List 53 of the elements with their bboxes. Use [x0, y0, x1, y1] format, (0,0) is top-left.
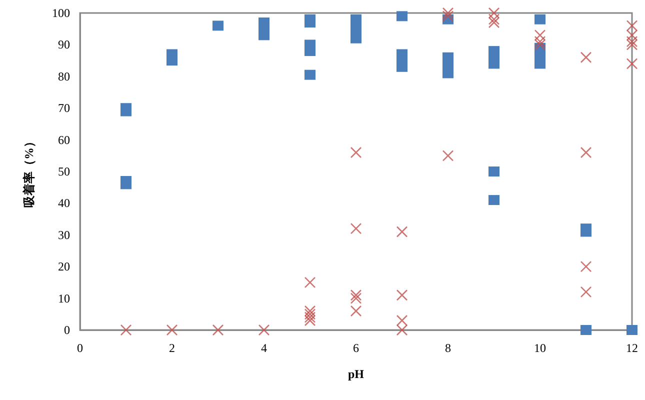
point	[626, 36, 638, 48]
y-tick-label: 30	[58, 228, 70, 242]
point	[350, 222, 362, 234]
x-tick-label: 4	[261, 341, 267, 355]
x-tick-label: 0	[77, 341, 83, 355]
point	[396, 11, 408, 22]
y-tick-label: 90	[58, 38, 70, 52]
x-tick-label: 8	[445, 341, 451, 355]
point	[580, 260, 592, 272]
point	[304, 312, 316, 323]
point	[350, 146, 362, 158]
point	[488, 14, 500, 25]
point	[166, 324, 178, 336]
point	[580, 325, 592, 335]
x-axis-title: pH	[348, 367, 365, 381]
y-tick-label: 40	[58, 196, 70, 210]
point	[212, 324, 224, 336]
point	[350, 289, 362, 301]
y-tick-label: 70	[58, 101, 70, 116]
point	[120, 324, 132, 336]
point	[534, 14, 546, 24]
point	[442, 10, 454, 22]
point	[304, 276, 316, 288]
y-axis-title: 吸着率（%）	[22, 136, 36, 208]
y-tick-label: 20	[58, 260, 70, 274]
point	[626, 325, 638, 335]
point	[442, 7, 454, 19]
x-tick-label: 2	[169, 341, 175, 355]
point	[258, 324, 270, 336]
point	[534, 36, 546, 48]
point	[488, 195, 500, 206]
x-tick-label: 10	[534, 341, 546, 355]
point	[396, 226, 408, 238]
point	[396, 289, 408, 301]
point	[580, 52, 592, 64]
y-tick-label: 50	[58, 164, 70, 178]
point	[580, 286, 592, 298]
point	[626, 58, 638, 70]
y-tick-label: 60	[58, 132, 70, 147]
point	[304, 308, 316, 320]
x-tick-label: 12	[626, 341, 638, 355]
point	[442, 68, 454, 78]
y-tick-label: 80	[58, 69, 70, 84]
point	[442, 150, 454, 162]
point	[488, 166, 500, 176]
point	[580, 146, 592, 158]
y-tick-label: 0	[64, 323, 70, 337]
point	[304, 70, 316, 80]
y-tick-label: 10	[58, 291, 70, 306]
point	[212, 20, 224, 31]
point	[396, 49, 408, 60]
x-tick-label: 6	[353, 341, 359, 355]
y-tick-label: 100	[52, 6, 70, 20]
